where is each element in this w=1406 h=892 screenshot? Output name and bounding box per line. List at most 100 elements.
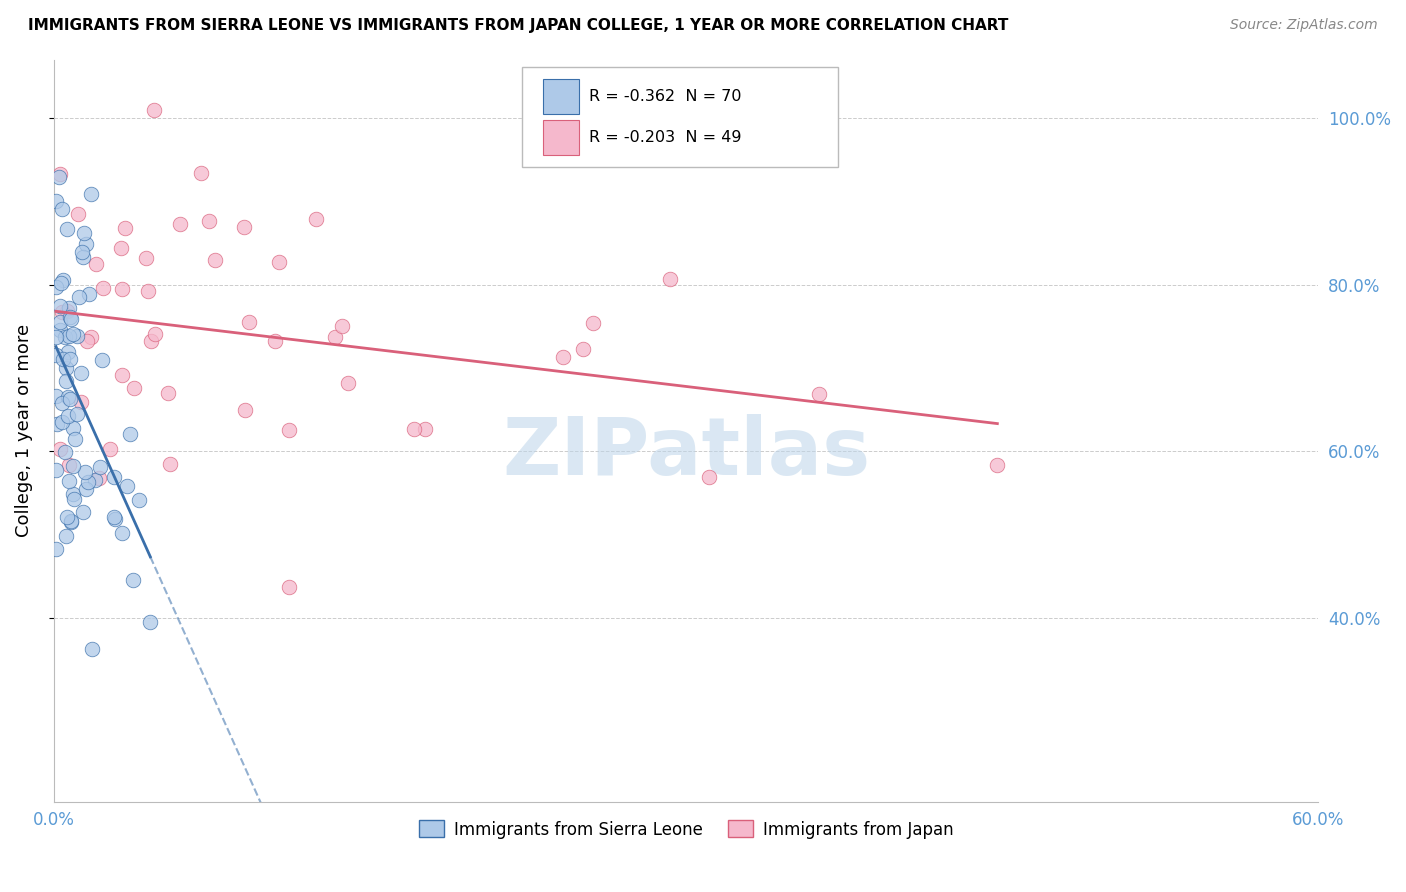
Point <box>190 166 212 180</box>
Point <box>110 242 132 256</box>
Point <box>551 350 574 364</box>
Legend: Immigrants from Sierra Leone, Immigrants from Japan: Immigrants from Sierra Leone, Immigrants… <box>412 814 960 846</box>
Point <box>55 374 77 388</box>
Text: Source: ZipAtlas.com: Source: ZipAtlas.com <box>1230 18 1378 32</box>
FancyBboxPatch shape <box>543 120 579 155</box>
Point <box>56 303 79 318</box>
Point <box>49 276 72 290</box>
Point <box>121 574 143 588</box>
Point <box>87 471 110 485</box>
Point <box>122 380 145 394</box>
Point <box>80 187 103 202</box>
Point <box>75 237 97 252</box>
Point <box>55 528 77 542</box>
Point <box>278 423 301 437</box>
Point <box>72 505 94 519</box>
Point <box>73 227 96 241</box>
Point <box>58 328 80 343</box>
Point <box>56 409 79 423</box>
Point <box>233 402 256 417</box>
Point <box>48 170 70 185</box>
Text: R = -0.362  N = 70: R = -0.362 N = 70 <box>589 89 741 104</box>
Point <box>139 615 162 629</box>
Point <box>45 348 67 362</box>
Point <box>46 417 69 431</box>
Point <box>156 386 179 401</box>
Point <box>90 353 112 368</box>
Point <box>55 361 77 376</box>
Point <box>49 315 72 329</box>
Point <box>413 422 436 436</box>
Point <box>51 304 73 318</box>
Point <box>51 415 73 429</box>
Point <box>118 427 141 442</box>
Point <box>62 327 84 342</box>
Point <box>128 492 150 507</box>
Point <box>65 433 87 447</box>
Y-axis label: College, 1 year or more: College, 1 year or more <box>15 324 32 537</box>
Point <box>58 390 80 404</box>
Point <box>238 315 260 329</box>
Point <box>169 217 191 231</box>
Point <box>45 389 67 403</box>
Point <box>110 525 132 540</box>
Point <box>52 352 75 367</box>
Point <box>89 459 111 474</box>
Point <box>49 167 72 181</box>
Point <box>45 542 67 557</box>
Point <box>111 368 134 382</box>
Point <box>103 469 125 483</box>
Point <box>278 580 301 594</box>
Point <box>58 475 80 489</box>
Point <box>66 207 89 221</box>
Point <box>49 323 72 337</box>
Point <box>807 387 830 401</box>
Point <box>232 219 254 234</box>
Point <box>198 214 221 228</box>
Point <box>60 514 83 528</box>
Point <box>45 194 67 208</box>
Point <box>70 395 93 409</box>
Point <box>305 212 328 227</box>
Point <box>45 463 67 477</box>
Point <box>53 330 76 344</box>
Point <box>336 376 359 390</box>
Point <box>48 299 70 313</box>
Point <box>77 475 100 490</box>
Point <box>111 282 134 296</box>
Point <box>56 345 79 359</box>
Point <box>659 271 682 285</box>
Point <box>70 244 93 259</box>
Point <box>62 421 84 435</box>
Point <box>145 326 167 341</box>
Point <box>65 407 87 421</box>
Point <box>91 281 114 295</box>
Point <box>136 284 159 298</box>
Point <box>59 351 82 366</box>
Point <box>51 395 73 409</box>
Point <box>98 442 121 457</box>
Point <box>986 458 1008 472</box>
Point <box>59 311 82 326</box>
Point <box>67 290 90 304</box>
Point <box>264 334 287 348</box>
Point <box>56 510 79 524</box>
Point <box>103 509 125 524</box>
Point <box>62 487 84 501</box>
Point <box>135 251 157 265</box>
Point <box>139 334 162 348</box>
Point <box>77 287 100 301</box>
Point <box>143 103 166 117</box>
Text: R = -0.203  N = 49: R = -0.203 N = 49 <box>589 130 741 145</box>
Point <box>79 330 101 344</box>
Point <box>82 641 104 656</box>
Point <box>49 442 72 457</box>
Point <box>75 465 97 479</box>
Point <box>56 221 79 235</box>
Point <box>402 422 425 436</box>
Point <box>84 473 107 487</box>
Point <box>84 257 107 271</box>
Point <box>76 334 98 348</box>
Point <box>66 328 89 343</box>
Point <box>267 255 290 269</box>
